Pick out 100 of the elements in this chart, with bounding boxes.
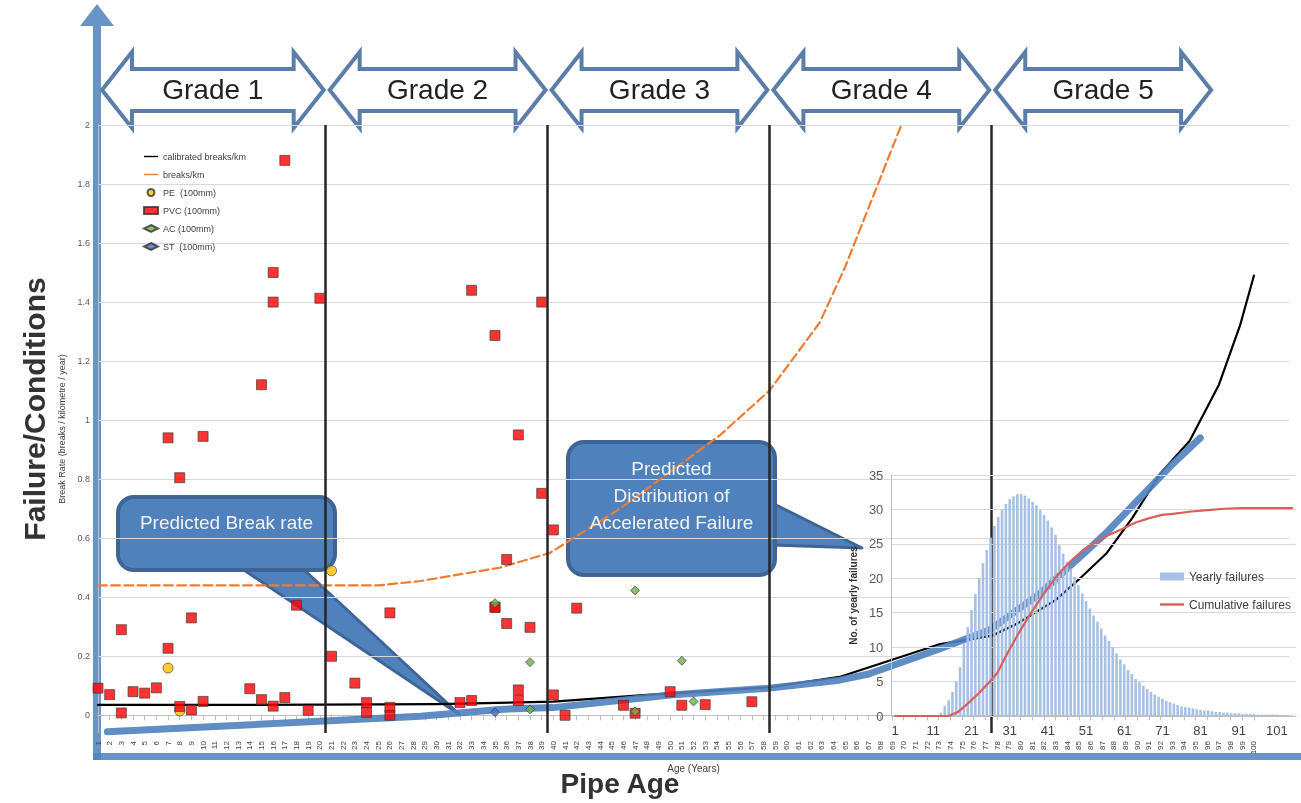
x-tick-label: 87 [1097,740,1107,750]
x-tick-label: 56 [735,740,745,750]
y-tick-label: 30 [868,501,884,517]
x-tick-label: 46 [618,740,628,750]
legend-label: ST (100mm) [163,241,216,252]
x-tick-label: 41 [560,740,570,750]
x-tick-label: 88 [1109,740,1119,750]
x-tick-label: 7 [163,740,173,746]
x-tick-label: 84 [1062,740,1072,750]
text: Failure/Conditions [18,276,52,543]
x-tick-label: 89 [1121,740,1131,750]
y-tick-label: 0.8 [77,474,90,485]
x-tick-label: 98 [1226,740,1236,750]
x-tick-label: 14 [245,740,255,750]
y-tick-label: 35 [868,467,884,483]
x-tick-label: 43 [583,740,593,750]
x-tick-label: 61 [794,740,804,750]
x-tick-label: 85 [1074,740,1084,750]
x-tick-label: 33 [467,740,477,750]
x-tick-label: 82 [1039,740,1049,750]
x-tick-label: 54 [712,740,722,750]
x-tick-label: 19 [303,740,313,750]
annotation: Predicted Break rate [138,511,315,535]
x-tick-label: 70 [899,740,909,750]
x-tick-label: 65 [840,740,850,750]
x-tick-label: 51 [677,740,687,750]
x-tick-label: 72 [922,740,932,750]
y-tick-label: 1.4 [77,297,90,308]
x-tick-label: 64 [829,740,839,750]
y-tick-label: 1.6 [77,238,90,249]
y-tick-label: 0.2 [77,651,90,662]
x-tick-label: 57 [747,740,757,750]
y-axis-title: No. of yearly failures [847,545,859,645]
legend-label: calibrated breaks/km [163,151,247,162]
y-tick-label: 1.2 [77,356,90,367]
y-tick-label: 0 [876,708,884,724]
y-tick-label: 0.6 [77,533,90,544]
x-tick-label: 80 [1015,740,1025,750]
x-tick-label: 59 [770,740,780,750]
legend-label: PE (100mm) [163,187,217,198]
x-tick-label: 30 [432,740,442,750]
x-tick-label: 10 [198,740,208,750]
x-tick-label: 71 [1155,723,1170,738]
x-tick-label: 1 [891,723,899,738]
x-tick-label: 24 [362,740,372,750]
x-tick-label: 6 [151,740,161,746]
y-tick-label: 25 [868,536,884,552]
x-tick-label: 60 [782,740,792,750]
legend-label: breaks/km [163,169,205,180]
legend-label: PVC (100mm) [163,205,221,216]
y-tick-label: 0.4 [77,592,90,603]
legend-label: AC (100mm) [163,223,215,234]
x-tick-label: 37 [513,740,523,750]
x-tick-label: 45 [607,740,617,750]
x-tick-label: 55 [724,740,734,750]
x-tick-label: 95 [1191,740,1201,750]
x-tick-label: 12 [221,740,231,750]
x-tick-label: 92 [1156,740,1166,750]
text: Grade 3 [607,73,712,107]
x-tick-label: 50 [665,740,675,750]
x-tick-label: 1 [93,740,103,746]
y-axis-title: Break Rate (breaks / kilometre / year) [57,354,68,504]
x-axis-title: Age (Years) [667,762,720,774]
x-tick-label: 21 [327,740,337,750]
x-tick-label: 2 [105,740,115,746]
y-tick-label: 15 [868,605,884,621]
y-tick-label: 20 [868,570,884,586]
x-tick-label: 21 [964,723,979,738]
x-tick-label: 100 [1249,740,1259,755]
y-tick-label: 1.8 [77,179,90,190]
x-tick-label: 81 [1027,740,1037,750]
x-tick-label: 58 [759,740,769,750]
x-tick-label: 31 [443,740,453,750]
x-tick-label: 34 [478,740,488,750]
x-tick-label: 4 [128,740,138,746]
y-tick-label: 2 [84,120,90,130]
x-tick-label: 9 [186,740,196,746]
x-tick-label: 69 [887,740,897,750]
x-tick-label: 71 [910,740,920,750]
x-tick-label: 17 [280,740,290,750]
x-tick-label: 48 [642,740,652,750]
x-tick-label: 11 [926,723,941,738]
x-tick-label: 32 [455,740,465,750]
x-tick-label: 77 [980,740,990,750]
x-tick-label: 16 [268,740,278,750]
x-tick-label: 26 [385,740,395,750]
x-tick-label: 83 [1050,740,1060,750]
x-tick-label: 44 [595,740,605,750]
x-tick-label: 97 [1214,740,1224,750]
y-tick-label: 5 [876,674,884,690]
x-tick-label: 8 [175,740,185,746]
x-tick-label: 20 [315,740,325,750]
x-tick-label: 74 [945,740,955,750]
x-tick-label: 5 [140,740,150,746]
x-tick-label: 91 [1144,740,1154,750]
x-tick-label: 25 [373,740,383,750]
x-tick-label: 28 [408,740,418,750]
x-tick-label: 22 [338,740,348,750]
x-tick-label: 41 [1040,723,1056,738]
x-tick-label: 3 [116,740,126,746]
